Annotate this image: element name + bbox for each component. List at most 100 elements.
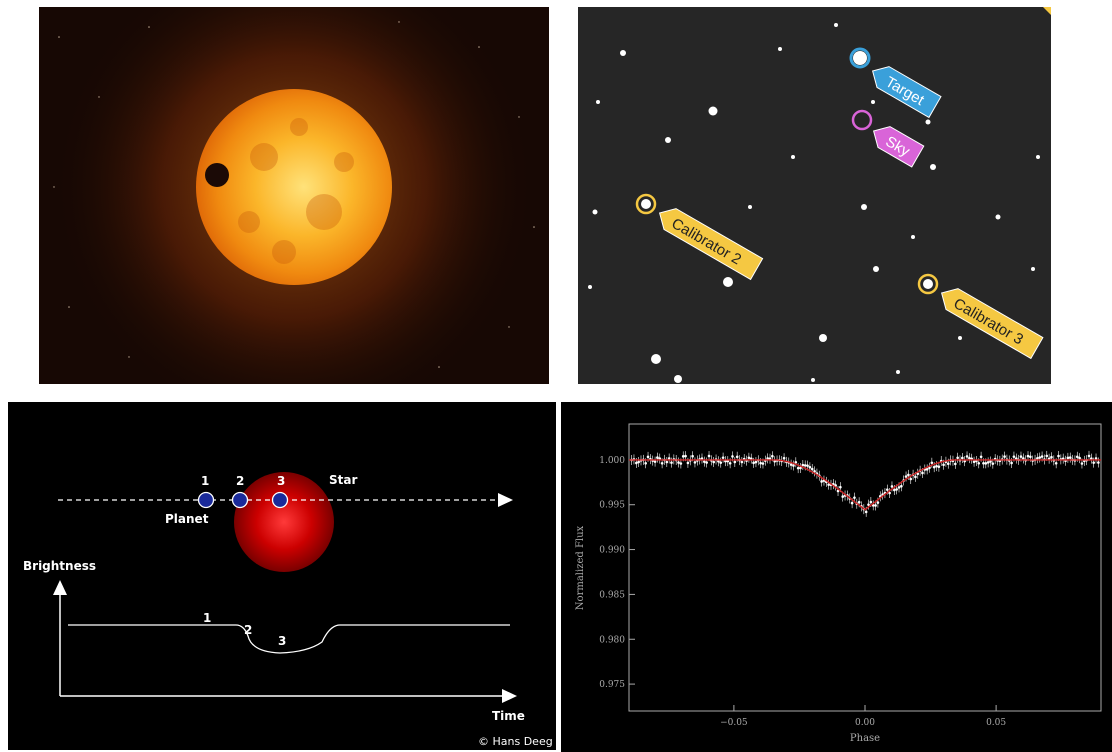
data-point [954,462,957,466]
y-tick-label: 0.990 [599,546,625,556]
data-point [759,461,762,465]
calibrator2-star [641,199,651,209]
data-point [646,455,650,459]
field-stars [588,23,1040,383]
data-point [956,456,959,460]
data-point [1092,461,1095,464]
curve-number-1: 1 [203,611,211,625]
data-point [1057,454,1060,458]
x-tick-label: 0.05 [986,718,1006,728]
data-point [893,488,896,492]
data-point [773,460,776,463]
data-point [853,496,856,499]
data-point [1029,455,1032,459]
model-curve [629,459,1101,511]
data-point [644,461,647,465]
planet-label: Planet [165,512,209,526]
data-point [703,460,706,463]
data-point [1054,462,1058,465]
data-point [991,462,995,465]
data-point [935,464,938,468]
data-point [635,461,638,465]
data-point [914,475,917,479]
data-point [984,462,988,465]
transiting-planet [205,163,229,187]
data-point [761,462,765,465]
data-point [820,480,823,483]
data-point [693,461,697,464]
data-point [656,456,659,459]
star-surface-texture [238,118,354,264]
data-point [731,455,734,458]
data-point [740,460,744,464]
data-point [681,455,685,458]
data-point [667,457,671,460]
calibrator3-aperture [917,273,939,295]
background-stars [53,21,535,368]
data-point [986,461,990,464]
transit-diagram-panel: 1 2 3 Star Planet Brightness 1 2 3 Time … [8,402,556,750]
data-point [810,467,814,471]
data-point [839,485,842,489]
data-point [684,454,687,458]
star-disk [234,472,334,572]
data-point [686,461,690,465]
data-point [705,461,708,464]
position-number-2: 2 [236,474,244,488]
target-aperture [849,47,871,69]
target-star [853,51,867,65]
y-tick-label: 1.000 [599,456,625,466]
star-disk [196,89,392,285]
light-curve-chart-panel: −0.05 0.00 0.05 1.000 0.995 0.990 0.985 0.980 0.… [561,402,1112,752]
x-tick-label: −0.05 [720,718,748,728]
data-point [864,510,868,514]
data-point [874,504,877,507]
data-point [637,460,640,464]
data-point [1012,455,1016,458]
data-point [968,456,971,460]
data-point [885,488,889,491]
data-point [721,456,725,459]
data-point [754,460,758,464]
curve-number-3: 3 [278,634,286,648]
transit-illustration-panel [39,7,549,384]
time-axis-label: Time [492,709,525,723]
data-point [932,465,936,469]
data-point [942,463,945,467]
data-point [679,462,683,465]
data-point [904,475,908,478]
data-point [771,454,774,458]
data-point [1022,457,1025,460]
data-point [895,488,898,491]
data-point [888,491,891,495]
data-point [1045,454,1049,458]
calibrator2-aperture [635,193,657,215]
data-point [909,477,913,481]
data-point [972,460,976,464]
data-point [841,495,845,498]
data-point [921,471,924,475]
data-point [979,455,983,459]
data-point [728,461,732,465]
data-point [876,501,880,504]
offscreen-label-corner [1043,7,1051,15]
data-point [897,486,901,489]
y-axis-label: Normalized Flux [575,525,586,610]
data-point [712,460,716,464]
planet-position-1 [197,491,215,509]
planet-path-arrow [498,493,513,507]
data-point [1050,455,1053,459]
y-tick-label: 0.975 [599,680,625,690]
data-point [965,455,969,458]
curve-number-2: 2 [244,623,252,637]
data-point [850,501,854,505]
data-point [982,461,985,465]
data-point [735,455,739,459]
data-point [961,456,964,460]
star-label: Star [329,473,357,487]
data-point [752,461,755,465]
data-point [989,460,992,463]
x-tick-label: 0.00 [855,718,875,728]
data-point [857,500,861,504]
planet-position-2 [231,491,249,509]
